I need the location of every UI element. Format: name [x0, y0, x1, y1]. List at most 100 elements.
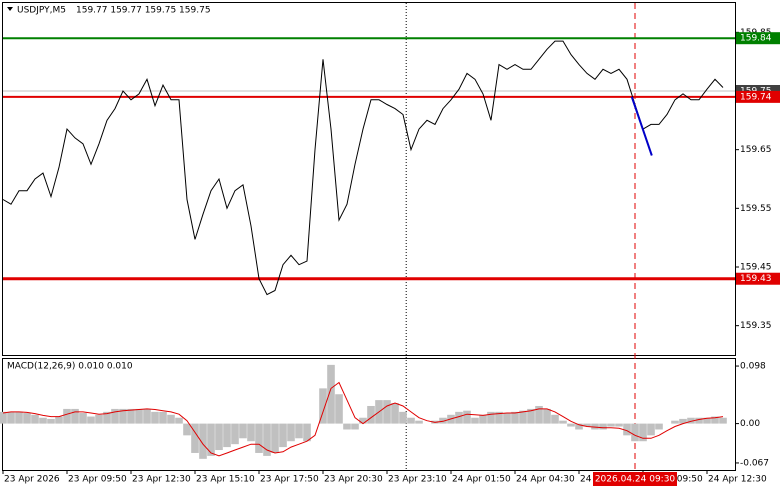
price-label: 159.43: [740, 274, 772, 284]
macd-bar: [247, 423, 255, 442]
macd-bar: [231, 423, 239, 445]
price-label-box: [736, 90, 780, 103]
macd-bar: [255, 423, 263, 453]
macd-bar: [519, 410, 527, 424]
macd-bar: [151, 411, 159, 424]
macd-bar: [567, 423, 575, 427]
macd-bar: [31, 414, 39, 424]
macd-bar: [463, 410, 471, 424]
macd-bar: [631, 423, 639, 442]
macd-bar: [0, 411, 7, 424]
x-tick-label: 24 Apr 01:50: [452, 475, 511, 485]
trend-line: [630, 96, 653, 156]
macd-bar: [367, 405, 375, 424]
macd-bar: [591, 423, 599, 430]
macd-bar: [279, 423, 287, 448]
price-line: [2, 40, 724, 296]
macd-bar: [319, 388, 327, 424]
ohlc: 159.77 159.77 159.75 159.75: [76, 6, 211, 16]
main-frame: [2, 2, 736, 356]
macd-bar: [655, 423, 663, 430]
macd-bar: [295, 423, 303, 439]
y-tick-label: 159.45: [740, 263, 772, 273]
macd-bar: [167, 414, 175, 424]
x-tick-label: 23 Apr 15:10: [196, 475, 255, 485]
macd-bar: [127, 408, 135, 424]
macd-bar: [39, 417, 47, 424]
macd-bar: [183, 423, 191, 436]
x-tick-label: 23 Apr 23:10: [388, 475, 447, 485]
macd-bar: [551, 414, 559, 424]
macd-bar: [399, 411, 407, 424]
price-label-box: [736, 272, 780, 285]
macd-bar: [47, 418, 55, 424]
macd-bar: [223, 423, 231, 448]
y-tick-label: 0.098: [740, 362, 766, 372]
macd-bar: [111, 408, 119, 424]
symbol: USDJPY,M5: [17, 6, 66, 16]
signal-line: [2, 381, 724, 457]
macd-bar: [199, 423, 207, 459]
macd-bar: [287, 423, 295, 442]
macd-bar: [599, 423, 607, 430]
macd-bar: [583, 423, 591, 427]
macd-bar: [527, 408, 535, 424]
macd-bar: [647, 423, 655, 436]
macd-bar: [55, 416, 63, 424]
macd-bar: [143, 408, 151, 424]
macd-bar: [407, 417, 415, 424]
macd-bar: [535, 405, 543, 424]
macd-bar: [559, 420, 567, 424]
macd-bar: [303, 423, 311, 442]
macd-bar: [63, 408, 71, 424]
macd-bar: [383, 400, 391, 424]
macd-bar: [159, 411, 167, 424]
macd-bar: [455, 411, 463, 424]
macd-bar: [623, 423, 631, 436]
macd-bar: [471, 417, 479, 424]
x-tick-label: 23 Apr 09:50: [68, 475, 127, 485]
macd-bar: [511, 411, 519, 424]
macd-bar: [95, 414, 103, 424]
macd-bar: [175, 417, 183, 424]
macd-bar: [79, 413, 87, 424]
y-tick-label: 159.35: [740, 321, 772, 331]
macd-bar: [487, 411, 495, 424]
price-label: 159.84: [740, 34, 772, 44]
menu-arrow: [7, 7, 13, 11]
macd-bar: [607, 423, 615, 427]
macd-bar: [263, 423, 271, 456]
x-tick-label: 24 Apr 04:30: [516, 475, 575, 485]
x-tick-label: 23 Apr 2026: [4, 475, 60, 485]
y-tick-label: -0.067: [740, 458, 769, 468]
x-tick-label: 24 Apr 12:30: [708, 475, 767, 485]
x-tick-label: 23 Apr 12:30: [132, 475, 191, 485]
macd-bar: [239, 423, 247, 439]
macd-bar: [119, 408, 127, 424]
macd-bar: [7, 411, 15, 424]
macd-bar: [271, 423, 279, 453]
macd-bar: [23, 413, 31, 424]
macd-bar: [103, 411, 111, 424]
macd-bar: [495, 411, 503, 424]
macd-bar: [479, 414, 487, 424]
macd-bar: [543, 408, 551, 424]
macd-bar: [615, 423, 623, 427]
macd-bar: [671, 420, 679, 424]
y-tick-label: 159.65: [740, 145, 772, 155]
y-tick-label: 159.55: [740, 204, 772, 214]
macd-bar: [87, 416, 95, 424]
macd-bar: [351, 423, 359, 430]
macd-bar: [575, 423, 583, 430]
crosshair-label-box: [593, 472, 677, 486]
macd-bar: [439, 417, 447, 424]
macd-bar: [71, 408, 79, 424]
macd-bar: [335, 394, 343, 424]
macd-bar: [695, 417, 703, 424]
price-label-box: [736, 32, 780, 45]
x-tick-label: 23 Apr 17:50: [260, 475, 319, 485]
macd-bar: [719, 417, 727, 424]
macd-bar: [687, 417, 695, 424]
price-label: 159.74: [740, 92, 772, 102]
